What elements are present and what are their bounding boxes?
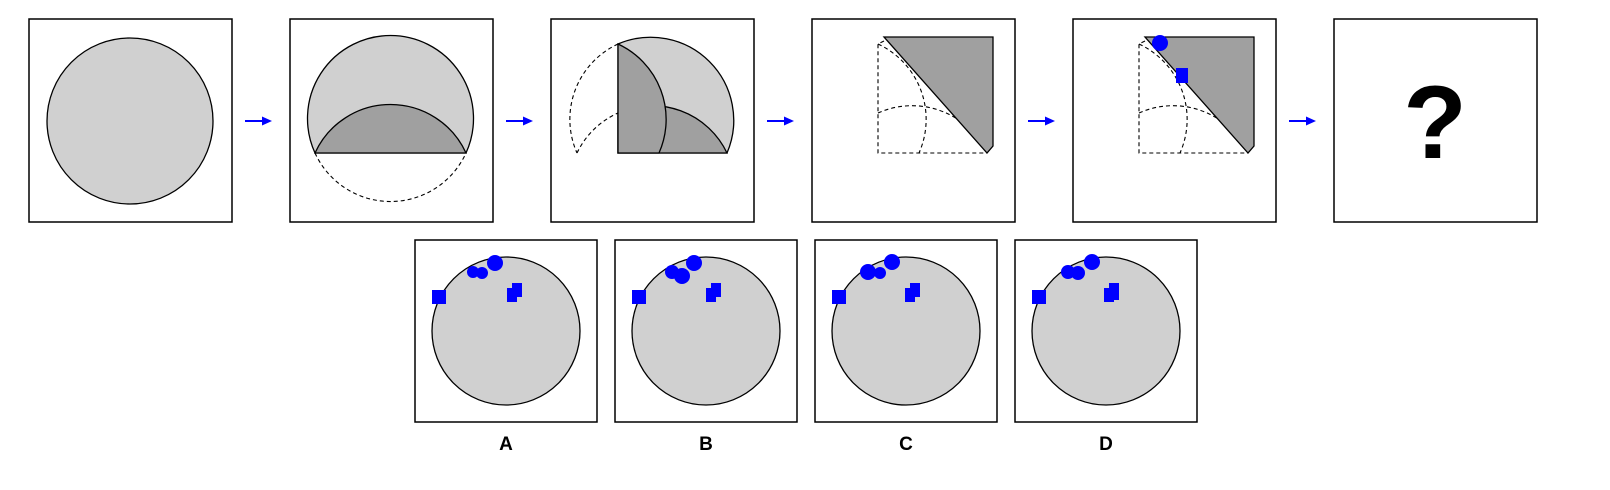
option-a-circle-hole-3 [487,255,503,271]
option-a-edge-square-hole [432,290,446,304]
fold-outline-dashed [314,152,467,202]
option-d-disc [1031,256,1181,406]
fold-outline-dashed-arc-1 [877,105,988,154]
option-c-disc [831,256,981,406]
option-c-label: C [899,434,913,455]
option-c[interactable]: C [814,239,998,455]
arrow-2 [506,116,533,126]
step-4-panel [811,18,1016,223]
option-b[interactable]: B [614,239,798,455]
option-d-edge-square-hole [1032,290,1046,304]
option-d-label: D [1099,434,1113,455]
punched-square-hole [1176,68,1188,83]
option-d[interactable]: D [1014,239,1198,455]
arrow-1 [245,116,272,126]
option-b-edge-square-hole [632,290,646,304]
arrow-3 [767,116,794,126]
option-a-circle-hole-1 [467,266,479,278]
folded-triangle [882,36,994,154]
option-b-label: B [699,434,713,455]
step-2-panel [289,18,494,223]
fold-outline-dashed-arc-2 [877,43,927,154]
option-b-circle-hole-2 [674,268,690,284]
arrow-5 [1289,116,1316,126]
fold-outline-dashed-inner [576,112,619,154]
step-1-panel [28,18,233,223]
option-c-circle-hole-3 [884,254,900,270]
paper-disc [46,37,214,205]
option-b-circle-hole-3 [686,255,702,271]
option-a-circle-hole-2 [476,267,488,279]
question-panel: ? [1333,18,1538,223]
option-a-label: A [499,434,513,455]
fold-outline-dashed-arc-2 [1138,43,1188,154]
option-b-disc [631,256,781,406]
option-d-square-hole-2 [1109,283,1119,300]
option-d-circle-hole-3 [1084,254,1100,270]
step-5-panel [1072,18,1277,223]
option-a[interactable]: A [414,239,598,455]
step-3-panel [550,18,755,223]
fold-outline-dashed-arc-1 [1138,105,1249,154]
punched-circle-hole [1152,35,1168,51]
fold-outline-dashed-square [877,40,987,154]
question-mark: ? [1403,65,1467,181]
folded-triangle [1143,36,1255,154]
option-b-square-hole-2 [711,283,721,297]
fold-outline-dashed-square [1138,40,1248,154]
question-frame [1333,18,1538,223]
arrow-4 [1028,116,1055,126]
folded-flap-left [617,42,667,154]
option-c-circle-hole-1 [860,264,876,280]
option-c-edge-square-hole [832,290,846,304]
option-a-square-hole-2 [512,283,522,297]
option-c-square-hole-2 [910,283,920,297]
option-a-disc [431,256,581,406]
fold-outline-dashed-left [569,43,619,154]
option-d-circle-hole-2 [1071,266,1085,280]
option-c-circle-hole-2 [874,267,886,279]
folded-flap [313,103,468,154]
